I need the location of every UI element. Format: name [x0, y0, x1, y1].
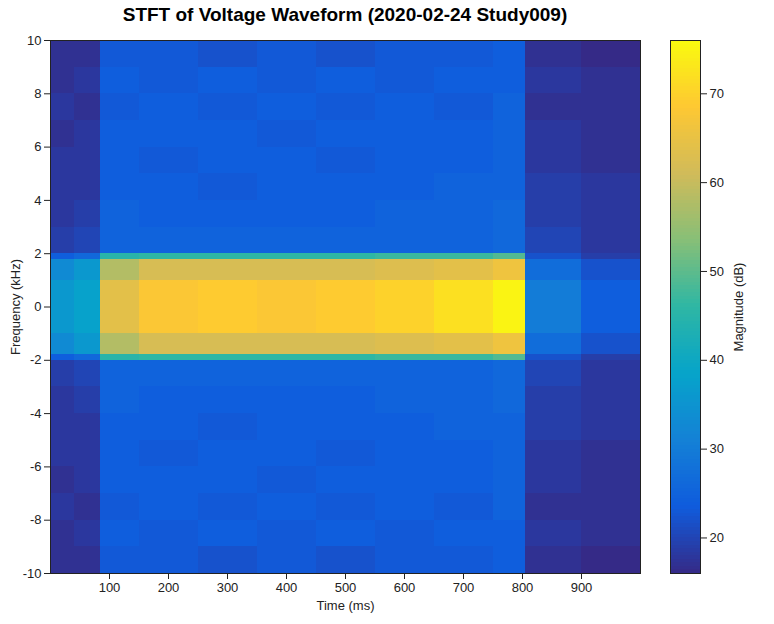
svg-text:900: 900 — [571, 580, 593, 595]
html-text:STFT of Voltage Waveform (2020: STFT of Voltage Waveform (2020-02-24 Stu… — [122, 4, 568, 25]
svg-text:300: 300 — [217, 580, 239, 595]
svg-text:20: 20 — [710, 530, 724, 545]
svg-text:50: 50 — [710, 264, 724, 279]
svg-text:4: 4 — [34, 193, 41, 208]
svg-text:-6: -6 — [30, 459, 42, 474]
svg-text:6: 6 — [34, 139, 41, 154]
svg-text:500: 500 — [335, 580, 357, 595]
svg-text:0: 0 — [34, 299, 41, 314]
svg-text:Frequency (kHz): Frequency (kHz) — [8, 259, 23, 355]
svg-text:700: 700 — [453, 580, 475, 595]
svg-text:8: 8 — [34, 86, 41, 101]
svg-text:60: 60 — [710, 175, 724, 190]
svg-text:200: 200 — [158, 580, 180, 595]
svg-text:70: 70 — [710, 86, 724, 101]
svg-text:800: 800 — [512, 580, 534, 595]
svg-text:10: 10 — [27, 33, 41, 48]
svg-text:40: 40 — [710, 352, 724, 367]
svg-text:-4: -4 — [30, 406, 42, 421]
svg-text:-8: -8 — [30, 512, 42, 527]
svg-text:100: 100 — [99, 580, 121, 595]
svg-text:2: 2 — [34, 246, 41, 261]
svg-text:30: 30 — [710, 441, 724, 456]
svg-text:600: 600 — [394, 580, 416, 595]
svg-text:-2: -2 — [30, 352, 42, 367]
svg-text:-10: -10 — [23, 566, 42, 581]
svg-text:400: 400 — [276, 580, 298, 595]
svg-text:Magnitude (dB): Magnitude (dB) — [731, 263, 746, 352]
svg-text:Time (ms): Time (ms) — [316, 598, 374, 613]
